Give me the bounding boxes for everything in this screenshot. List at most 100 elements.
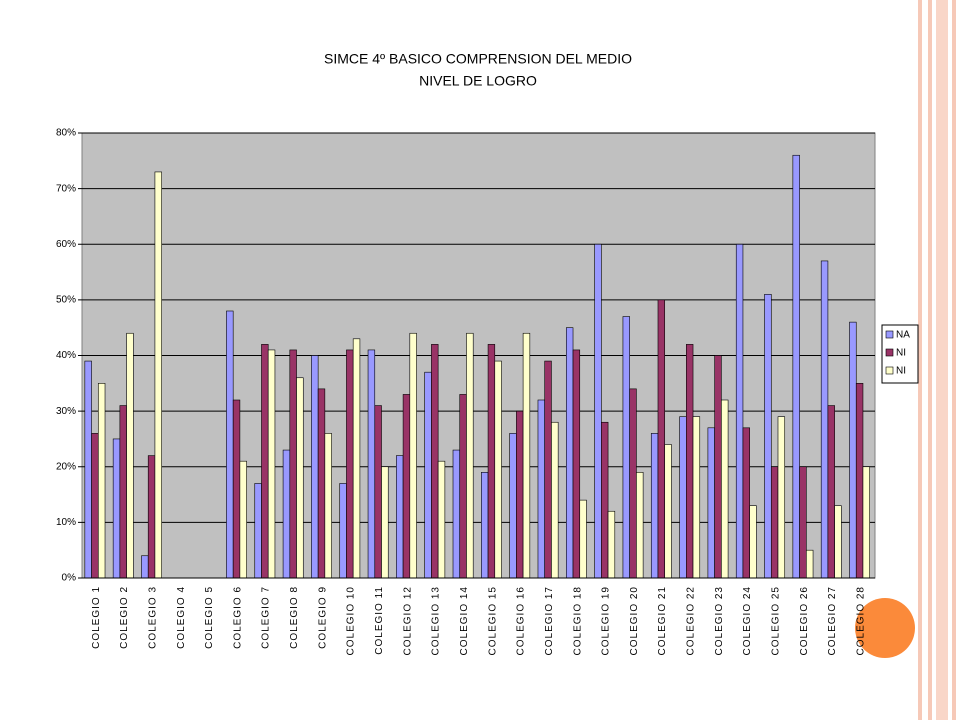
bar [721,399,729,579]
bar [862,466,870,579]
x-tick-label: COLEGIO 9 [317,586,328,649]
bar [601,421,609,579]
legend-swatch [885,366,894,375]
bar [154,171,162,579]
bar [396,455,404,579]
y-tick-label: 20% [56,461,76,472]
bar [579,499,587,579]
x-tick-label: COLEGIO 2 [119,586,130,649]
bar [367,349,376,579]
x-tick-label: COLEGIO 20 [629,586,640,655]
bar [777,416,786,579]
bar [91,433,99,579]
x-tick-label: COLEGIO 5 [204,586,215,649]
bar [431,344,439,579]
x-tick-label: COLEGIO 27 [827,586,838,655]
bar [409,332,417,579]
x-tick-label: COLEGIO 13 [431,586,442,655]
y-tick-label: 70% [56,183,76,194]
bar [714,355,722,579]
bar [551,421,559,579]
x-tick-label: COLEGIO 28 [855,586,866,655]
x-tick-label: COLEGIO 3 [147,586,158,649]
bar [565,327,574,579]
bar [466,332,474,579]
bar [459,394,467,579]
x-tick-label: COLEGIO 14 [459,586,470,655]
legend-swatch [885,330,894,339]
decor-stripe [936,0,948,720]
bar [827,405,835,579]
bar [352,338,361,579]
x-tick-label: COLEGIO 19 [601,586,612,655]
legend-label: NA [896,330,910,341]
bar [792,154,800,579]
x-tick-label: COLEGIO 7 [261,586,272,649]
bar [686,344,694,579]
bar [324,433,332,579]
bar [424,371,432,579]
bar [537,399,546,579]
bar [112,438,121,579]
bar [437,460,446,579]
bar [317,388,326,579]
chart-subtitle: NIVEL DE LOGRO [419,73,537,89]
bar [232,399,241,579]
bar [820,260,829,579]
x-tick-label: COLEGIO 21 [657,586,668,655]
bar [664,444,672,579]
x-tick-label: COLEGIO 16 [516,586,527,655]
bar [374,405,382,579]
x-tick-label: COLEGIO 23 [714,586,725,655]
bar [261,344,269,579]
bar [622,316,630,579]
y-tick-label: 50% [56,295,76,306]
bar [544,360,552,579]
bar [657,299,666,579]
bar [849,321,857,579]
bar [346,349,354,579]
bar [296,377,304,579]
decor-stripe [928,0,932,720]
bar [126,332,134,579]
x-tick-label: COLEGIO 4 [176,586,187,649]
y-tick-label: 80% [56,128,76,139]
bar [311,355,319,579]
bar [381,466,389,579]
y-tick-label: 30% [56,406,76,417]
bar [834,505,842,579]
bar [339,483,347,579]
x-tick-label: COLEGIO 26 [799,586,810,655]
bar [289,349,297,579]
bar [764,294,772,579]
bar [147,455,156,579]
bar [119,405,127,579]
x-tick-label: COLEGIO 8 [289,586,300,649]
bar [707,427,715,579]
bar [679,416,687,579]
x-tick-label: COLEGIO 11 [374,586,385,655]
x-tick-label: COLEGIO 12 [402,586,413,655]
bar [509,433,517,579]
bar [692,416,701,579]
bar [487,344,496,579]
bar [749,505,757,579]
legend-label: NI [896,348,906,359]
bar [452,449,461,579]
bar [770,466,779,579]
y-tick-label: 40% [56,350,76,361]
bar [141,555,149,579]
bar [267,349,276,579]
bar [254,483,262,579]
y-tick-label: 0% [62,573,77,584]
bar [226,310,234,579]
bar [855,383,864,579]
bar [735,243,744,579]
bar [402,394,411,579]
y-tick-label: 60% [56,239,76,250]
bar [742,427,750,579]
bar [607,510,616,579]
bar [97,383,106,579]
bar [481,472,489,579]
